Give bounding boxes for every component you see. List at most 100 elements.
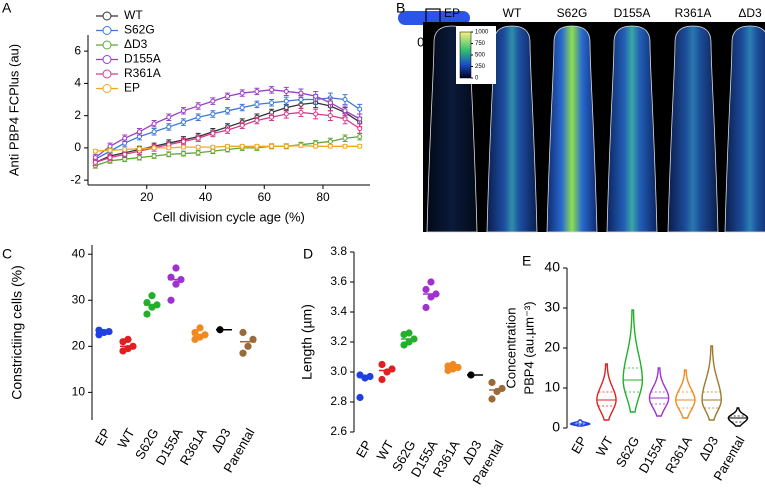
marker <box>210 98 216 104</box>
marker <box>136 155 142 161</box>
marker <box>298 97 304 103</box>
dot <box>488 395 496 403</box>
x-tick-label: EP <box>353 438 375 461</box>
marker <box>195 103 201 109</box>
cell-icon <box>398 11 470 25</box>
dot <box>95 326 103 334</box>
marker <box>107 147 113 153</box>
marker <box>210 144 216 150</box>
marker <box>136 146 142 152</box>
dot <box>153 301 161 309</box>
legend-marker <box>102 55 112 64</box>
marker <box>327 100 333 106</box>
marker <box>92 159 98 165</box>
dot <box>405 329 413 337</box>
kymograph <box>724 25 765 233</box>
dot <box>172 264 180 272</box>
marker <box>210 130 216 136</box>
dot <box>244 342 252 350</box>
y-axis-label: Length (µm) <box>299 304 315 380</box>
marker <box>151 121 157 127</box>
marker <box>195 114 201 120</box>
marker <box>180 144 186 150</box>
y-axis-label: Concentration <box>503 308 518 389</box>
x-tick-label: ΔD3 <box>696 434 722 463</box>
y-tick-label: 30 <box>72 292 86 306</box>
marker <box>210 111 216 117</box>
marker <box>151 145 157 151</box>
marker <box>313 93 319 99</box>
marker <box>151 129 157 135</box>
x-axis-label: Cell division cycle age (%) <box>153 209 305 224</box>
marker <box>357 126 363 132</box>
marker <box>313 143 319 149</box>
dot <box>410 335 418 343</box>
marker <box>342 135 348 141</box>
y-axis-label: PBP4 (au.µm⁻³) <box>521 301 536 394</box>
marker <box>327 113 333 119</box>
marker <box>107 143 113 149</box>
marker <box>313 111 319 117</box>
dot <box>239 349 247 357</box>
colorbar-label: 1000 <box>475 30 489 36</box>
legend-marker <box>102 69 112 79</box>
marker <box>357 143 363 149</box>
marker <box>195 150 201 156</box>
legend-marker <box>102 40 112 50</box>
marker <box>357 106 363 112</box>
y-tick-label: -2 <box>70 172 81 186</box>
dot <box>196 324 204 332</box>
violin-body <box>701 345 722 421</box>
dot <box>124 335 132 344</box>
marker <box>254 117 260 123</box>
violin-body <box>727 407 749 427</box>
kymograph <box>606 25 658 233</box>
marker <box>210 148 216 154</box>
dot <box>432 290 440 298</box>
marker <box>298 109 304 115</box>
marker <box>283 88 289 94</box>
marker <box>151 153 157 159</box>
colorbar <box>459 31 472 79</box>
dot <box>177 275 185 284</box>
marker <box>269 87 275 93</box>
marker <box>122 147 128 153</box>
y-tick-label: 3.2 <box>330 334 347 348</box>
x-tick-label: 80 <box>316 190 330 204</box>
x-tick-label: 40 <box>199 190 213 204</box>
legend-label: EP <box>124 81 140 95</box>
marker <box>342 143 348 149</box>
legend-label: S62G <box>124 23 155 37</box>
dot <box>498 384 506 393</box>
y-tick-label: 40 <box>72 246 86 260</box>
x-tick-label: 20 <box>140 190 154 204</box>
strain-label: EP <box>444 6 460 20</box>
marker <box>239 90 245 96</box>
y-tick-label: 2 <box>74 108 81 122</box>
dot <box>422 303 430 312</box>
marker <box>122 135 128 141</box>
y-tick-label: 3.6 <box>330 274 347 288</box>
dot <box>449 360 457 369</box>
legend-marker <box>102 11 112 21</box>
marker <box>225 108 231 114</box>
marker <box>92 148 98 154</box>
x-tick-label: WT <box>593 434 616 459</box>
y-tick-label: 20 <box>72 338 86 352</box>
kymograph <box>546 25 598 233</box>
dot <box>167 273 175 281</box>
marker <box>283 98 289 104</box>
legend-label: WT <box>124 8 143 22</box>
kymograph <box>486 25 538 233</box>
marker <box>298 142 304 148</box>
colorbar-label: 500 <box>475 53 486 59</box>
marker <box>166 124 172 130</box>
y-tick-label: 10 <box>544 379 560 395</box>
strain-label: WT <box>503 6 522 20</box>
y-tick-label: 3.4 <box>330 304 347 318</box>
y-tick-label: 40 <box>544 259 560 275</box>
marker <box>283 105 289 111</box>
dot <box>105 327 113 336</box>
violin-body <box>622 309 644 413</box>
marker <box>166 114 172 120</box>
